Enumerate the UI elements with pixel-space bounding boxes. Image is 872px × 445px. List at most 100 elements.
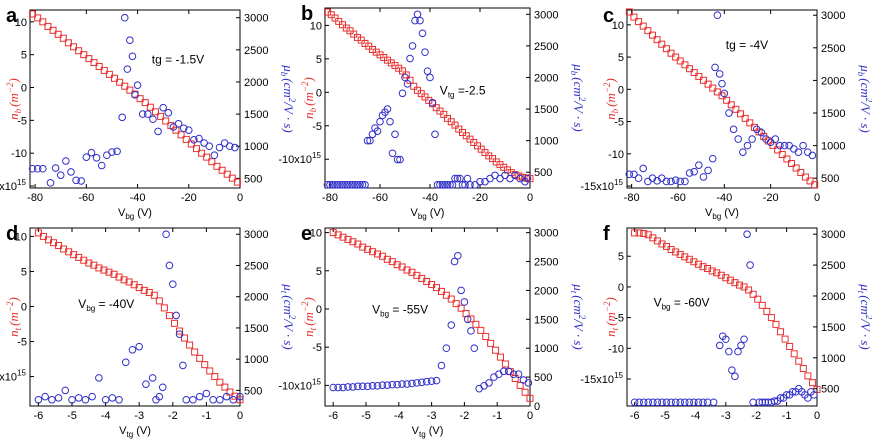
y-right-tick-label: 2500 (244, 260, 268, 272)
panel-label: a (6, 5, 18, 27)
data-point (34, 229, 42, 237)
data-point (763, 307, 771, 315)
data-point (749, 398, 757, 407)
data-point (749, 290, 757, 298)
data-point (87, 148, 96, 157)
y-left-axis-label: nb(m−2) (5, 78, 23, 120)
y-left-tick-label: -5 (17, 337, 27, 349)
x-tick-label: -2 (168, 410, 178, 422)
data-point (799, 141, 807, 150)
exponent-label: 15 (17, 369, 26, 378)
data-point (447, 321, 456, 329)
data-point (49, 26, 57, 34)
annotation: tg = -4V (726, 38, 768, 52)
data-point (776, 141, 784, 150)
data-point (490, 373, 498, 381)
y-left-tick-label: 0 (21, 83, 27, 95)
data-point (403, 266, 411, 274)
data-point (399, 67, 406, 75)
y-left-tick-label: 0 (316, 304, 322, 316)
data-point (413, 10, 422, 19)
data-point (221, 383, 229, 391)
data-point (770, 397, 779, 405)
data-point (393, 261, 401, 269)
y-left-tick-label: -15x10 (0, 181, 17, 193)
data-point (758, 301, 766, 309)
data-point (81, 395, 90, 404)
y-right-tick-label: 1000 (244, 141, 268, 153)
data-point (218, 166, 226, 174)
data-point (393, 155, 402, 164)
data-point (54, 394, 63, 402)
data-point (725, 109, 733, 117)
y-right-tick-label: 500 (534, 167, 552, 179)
x-tick-label: -60 (78, 192, 94, 204)
x-tick-label: -1 (492, 410, 502, 422)
data-point (639, 164, 648, 173)
data-point (410, 82, 418, 90)
data-point (662, 398, 671, 407)
y-left-tick-label: -10 (11, 148, 27, 160)
y-right-tick-label: 2500 (244, 45, 268, 57)
x-tick-label: -60 (670, 192, 686, 204)
y-left-axis-label: nb(m−2) (300, 77, 318, 119)
x-tick-label: 0 (814, 192, 820, 204)
data-point (216, 378, 224, 386)
data-point (644, 177, 652, 186)
panel-c: c -80 -60 -40 -20 0 Vbg (V) 10 5 0 -5 -10 -15x10 15 50… (580, 5, 872, 221)
data-point (329, 383, 338, 392)
x-tick-label: -1 (782, 410, 792, 422)
data-point (140, 286, 148, 294)
data-point (157, 112, 165, 120)
data-point (781, 335, 789, 343)
data-point (704, 265, 712, 273)
data-point (128, 345, 137, 354)
data-point (123, 65, 132, 73)
data-point (653, 398, 662, 407)
y-right-tick-label: 500 (534, 372, 552, 384)
data-point (437, 361, 446, 370)
data-point (421, 48, 429, 57)
data-point (446, 181, 454, 189)
data-point (228, 174, 236, 182)
data-point (115, 395, 123, 404)
data-point (694, 398, 703, 407)
data-point (146, 103, 154, 111)
data-point (164, 109, 173, 117)
data-point (184, 126, 193, 134)
data-point (685, 255, 693, 263)
data-point (487, 339, 495, 347)
data-point (111, 74, 119, 82)
data-point (720, 89, 729, 98)
data-point (160, 304, 168, 312)
y-left-tick-label: -10 (608, 149, 624, 161)
y-right-tick-label: 1500 (821, 322, 845, 334)
data-point (734, 135, 743, 143)
data-point (436, 181, 444, 189)
data-point (794, 148, 803, 156)
y-right-axis-label: μb(cm2/V · s) (856, 64, 872, 133)
y-right-tick-label: 1500 (534, 104, 558, 116)
exponent-label: 15 (17, 178, 26, 187)
data-point (758, 398, 767, 407)
data-point (33, 164, 42, 173)
annotation: Vbg = -40V (78, 297, 134, 313)
data-point (353, 181, 362, 189)
data-point (82, 153, 91, 161)
x-tick-label: -80 (322, 192, 338, 204)
x-tick-label: -6 (630, 410, 640, 422)
data-point (767, 314, 775, 322)
data-point (640, 230, 648, 238)
data-point (690, 69, 698, 77)
data-point (511, 374, 519, 382)
data-point (630, 170, 638, 179)
data-point (737, 341, 745, 350)
data-point (181, 334, 189, 342)
data-point (644, 27, 652, 35)
data-point (776, 394, 785, 402)
data-point (685, 398, 694, 407)
x-tick-label: -40 (130, 192, 146, 204)
data-point (431, 130, 439, 139)
data-point (105, 268, 113, 276)
x-axis-label: Vbg (V) (705, 207, 739, 221)
